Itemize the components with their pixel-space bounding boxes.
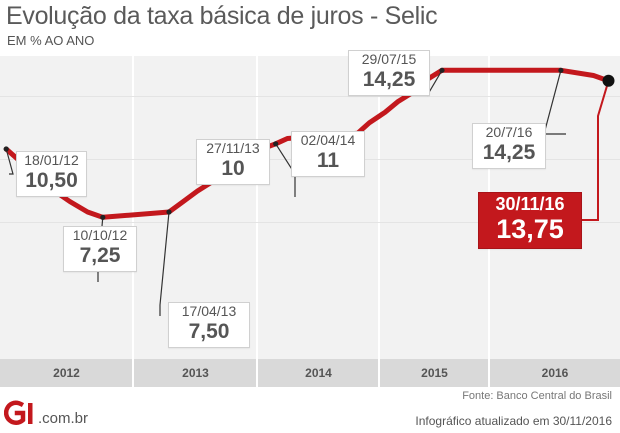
year-label-2016: 2016 [541,366,569,380]
source-note: Fonte: Banco Central do Brasil [462,390,612,402]
year-label-2015: 2015 [421,366,448,380]
annotation-date: 18/01/12 [24,152,79,168]
annotation-callout: 18/01/12 10,50 [16,151,87,197]
annotation-callout: 02/04/14 11 [291,131,365,177]
annotation-date: 02/04/14 [300,132,356,148]
latest-point-marker [602,74,615,87]
highlight-callout: 30/11/16 13,75 [478,192,582,249]
updated-note: Infográfico atualizado em 30/11/2016 [415,414,612,428]
chart-title: Evolução da taxa básica de juros - Selic [6,2,438,30]
highlight-leader-line [581,80,610,221]
data-point-marker [3,146,9,152]
annotation-date: 10/10/12 [72,227,128,243]
annotation-value: 14,25 [362,68,416,91]
annotation-date: 29/07/15 [361,51,417,67]
site-domain: .com.br [38,410,89,427]
chart-subtitle: EM % AO ANO [7,33,95,48]
data-point-marker [558,67,564,73]
g1-logo-icon [4,400,33,425]
year-divider [488,359,490,387]
annotation-callout: 29/07/15 14,25 [348,50,430,96]
annotation-leader-line [159,211,170,316]
annotation-date: 30/11/16 [495,194,565,214]
annotation-date: 17/04/13 [181,303,237,319]
annotation-value: 11 [316,149,340,172]
data-point-marker [166,209,172,215]
data-point-marker [439,67,445,73]
annotation-callout: 17/04/13 7,50 [168,302,250,348]
annotation-value: 7,25 [79,244,121,267]
annotation-leader-line [5,148,14,175]
year-divider [378,359,380,387]
annotation-date: 20/7/16 [485,124,533,140]
year-divider [132,359,134,387]
annotation-value: 13,75 [496,214,564,244]
year-label-2013: 2013 [182,366,209,380]
annotation-value: 10 [221,157,245,180]
year-axis: 2012 2013 2014 2015 2016 [0,359,620,387]
annotation-leader-line [543,70,566,135]
year-label-2014: 2014 [305,366,332,380]
annotation-callout: 20/7/16 14,25 [472,123,546,169]
annotation-value: 10,50 [25,169,78,192]
annotation-value: 14,25 [482,141,536,164]
data-point-marker [273,141,279,147]
data-point-marker [100,214,106,220]
year-divider [256,359,258,387]
annotation-callout: 10/10/12 7,25 [63,226,137,272]
annotation-callout: 27/11/13 10 [196,139,270,185]
year-label-2012: 2012 [53,366,80,380]
annotation-date: 27/11/13 [206,140,260,156]
annotation-value: 7,50 [188,320,230,343]
